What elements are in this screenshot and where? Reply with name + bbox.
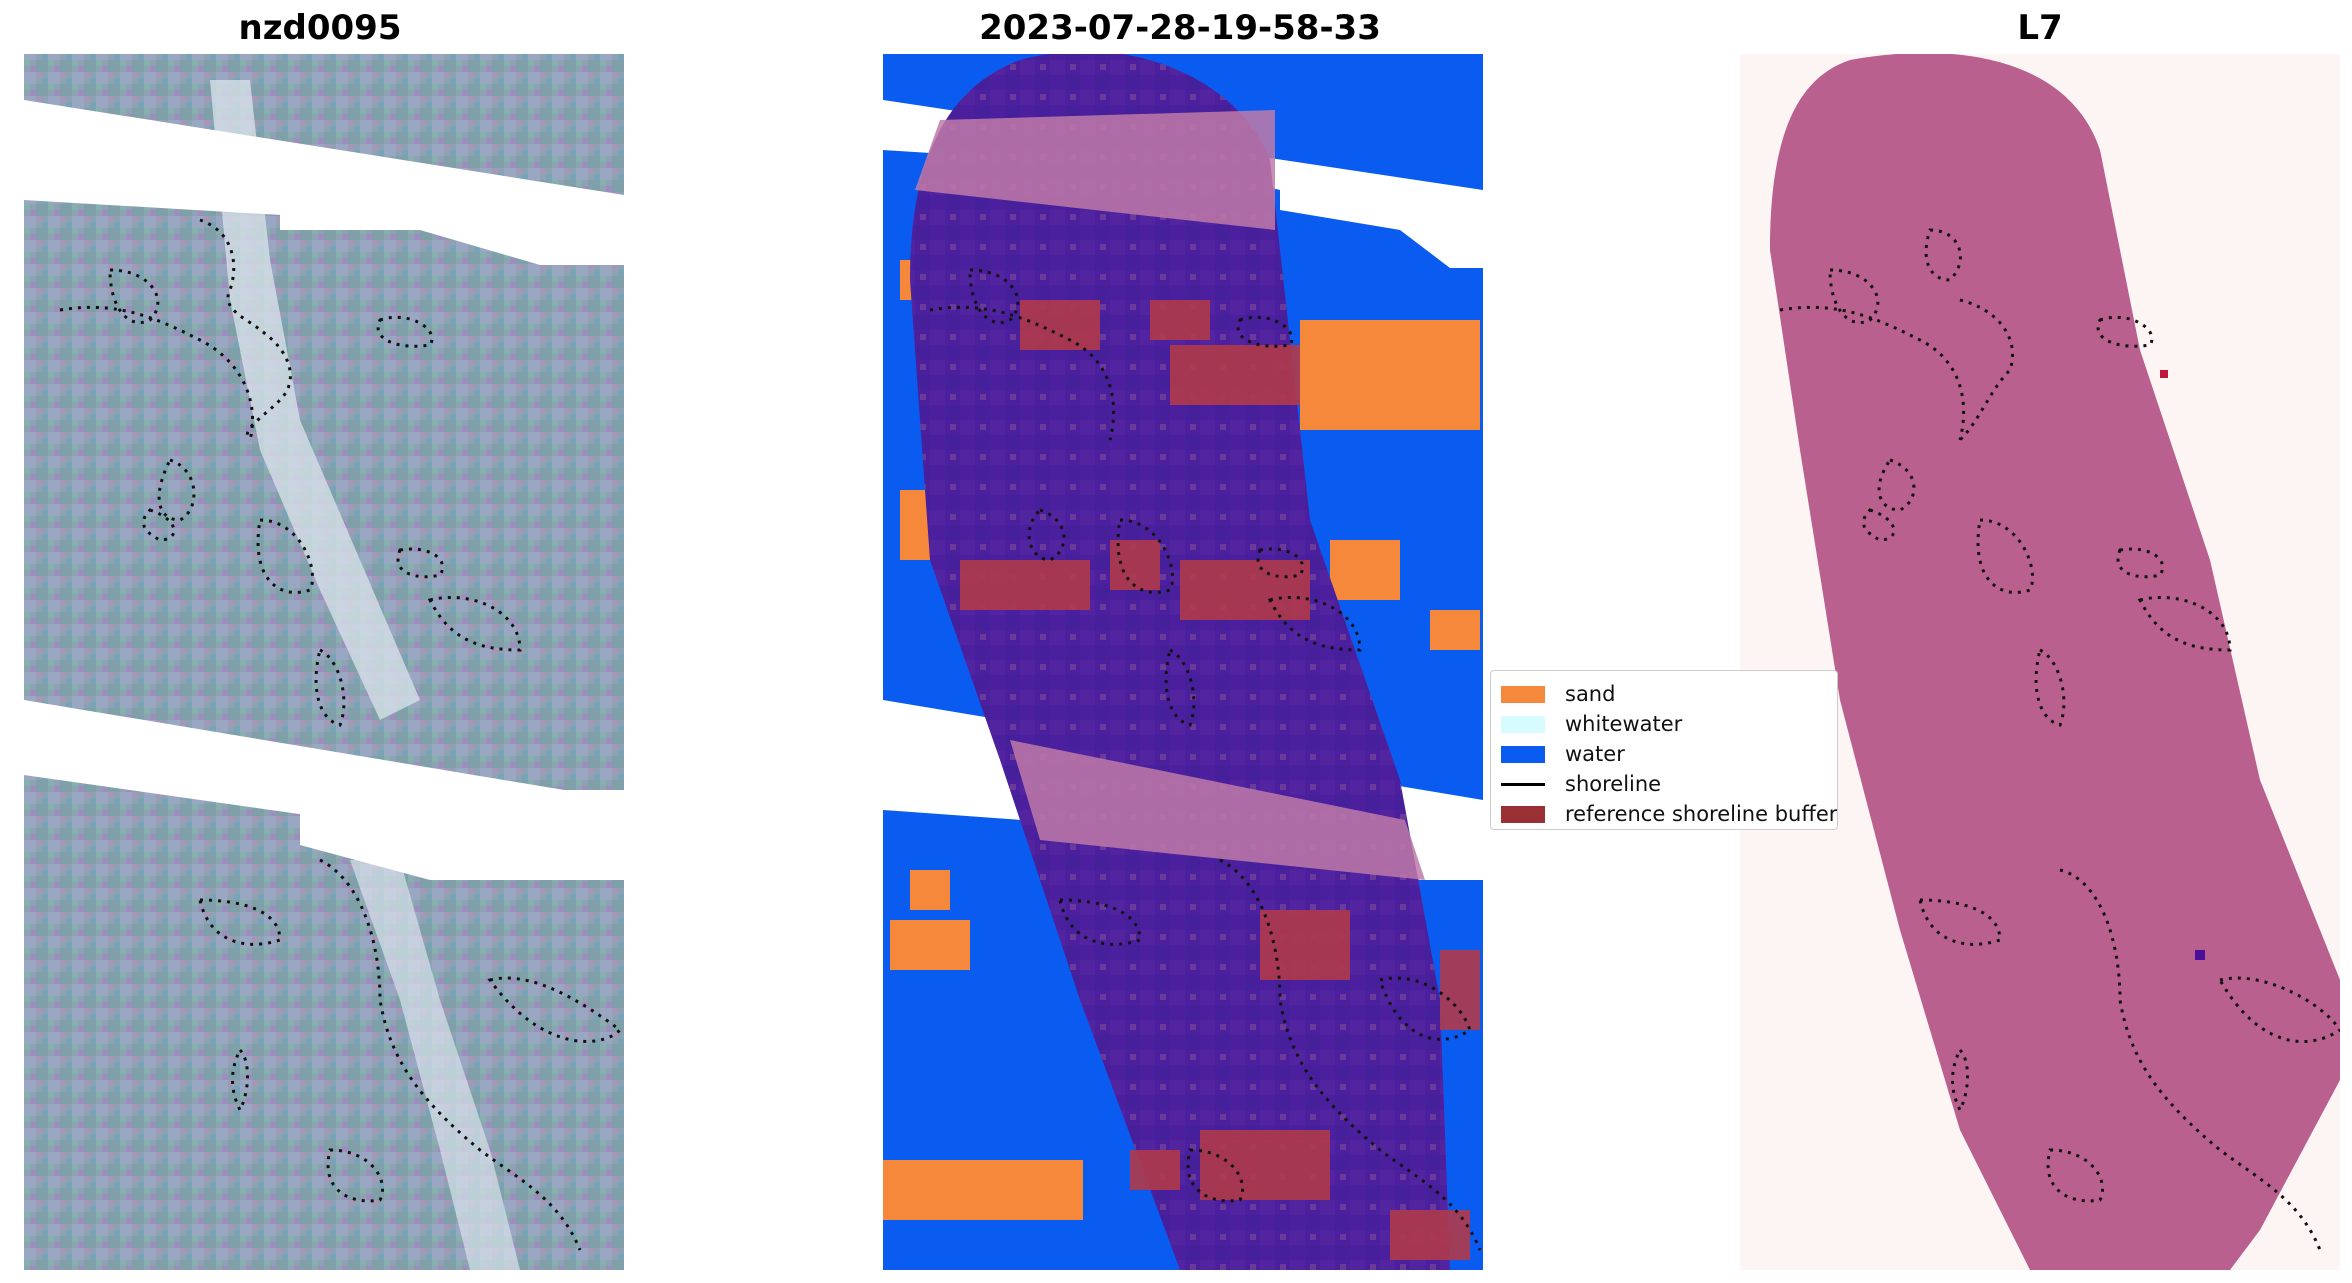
panel-title-imagery: nzd0095 — [238, 8, 402, 48]
legend-label-reference-buffer: reference shoreline buffer — [1565, 802, 1838, 826]
reference-buffer-patches — [960, 300, 1480, 1260]
legend-item-sand: sand — [1501, 679, 1827, 709]
legend-swatch-whitewater — [1501, 715, 1545, 733]
legend-swatch-shoreline — [1501, 776, 1545, 793]
legend: sand whitewater water shoreline referenc… — [1490, 670, 1838, 830]
panel-title-mask: L7 — [2017, 8, 2063, 48]
legend-item-whitewater: whitewater — [1501, 709, 1827, 739]
shoreline-contours-mask — [1779, 228, 2340, 1251]
mask-panel — [1740, 54, 2340, 1270]
legend-swatch-sand — [1501, 685, 1545, 703]
buffer-band-2 — [1010, 740, 1425, 880]
legend-label-water: water — [1565, 742, 1625, 766]
beach-highlight-lower — [350, 860, 520, 1270]
imagery-panel — [24, 54, 624, 1270]
beach-highlight — [210, 80, 420, 720]
legend-label-sand: sand — [1565, 682, 1616, 706]
shoreline-contours-imagery — [59, 218, 623, 1251]
nodata-notch-lower — [300, 790, 624, 880]
shoreline-contours-classification — [929, 268, 1482, 1251]
panel-title-classification: 2023-07-28-19-58-33 — [979, 8, 1381, 48]
legend-label-shoreline: shoreline — [1565, 772, 1662, 796]
legend-item-water: water — [1501, 739, 1827, 769]
legend-label-whitewater: whitewater — [1565, 712, 1683, 736]
nodata-notch — [280, 195, 624, 265]
legend-swatch-reference-buffer — [1501, 805, 1545, 823]
classification-panel — [883, 54, 1483, 1270]
legend-swatch-water — [1501, 745, 1545, 763]
mask-pixel-red — [2160, 370, 2168, 378]
legend-item-shoreline: shoreline — [1501, 769, 1827, 799]
mask-pixel-purple — [2195, 950, 2205, 960]
buffer-band-1 — [915, 110, 1275, 230]
legend-item-reference-buffer: reference shoreline buffer — [1501, 799, 1837, 829]
mask-region — [1770, 54, 2340, 1270]
